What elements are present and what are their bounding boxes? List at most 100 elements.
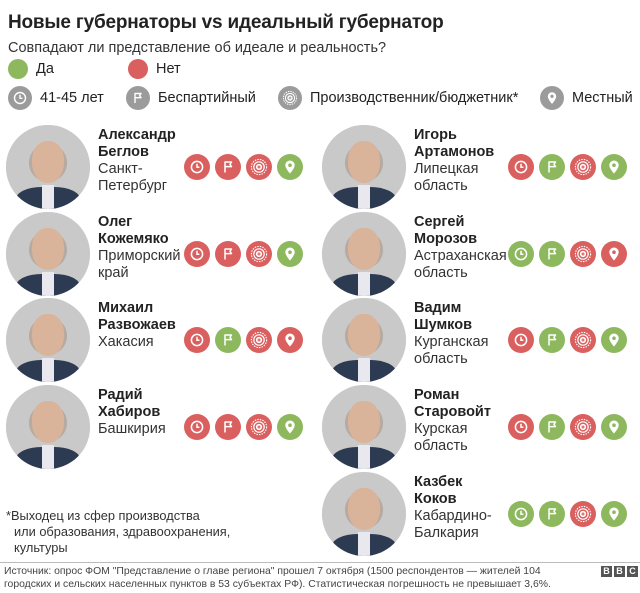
governor-last-name: Шумков xyxy=(414,316,473,333)
governor-photo xyxy=(6,298,90,382)
governor-card: Игорь Артамонов Липецкая область xyxy=(322,125,638,209)
location-pin-icon xyxy=(601,501,627,527)
legend-yes: Да xyxy=(8,59,128,79)
flag-icon xyxy=(215,241,241,267)
governor-last-name: Хабиров xyxy=(98,403,161,420)
logo-letter: B xyxy=(601,566,612,577)
divider xyxy=(0,562,640,563)
region-line: Балкария xyxy=(414,525,479,541)
legend-age: 41-45 лет xyxy=(8,86,126,110)
governor-first-name: Олег xyxy=(98,214,133,230)
region-line: Курганская xyxy=(414,334,489,350)
no-dot-icon xyxy=(128,59,148,79)
footnote-line: культуры xyxy=(14,540,68,555)
governor-last-name: Коков xyxy=(414,490,457,507)
governor-first-name: Игорь xyxy=(414,127,457,143)
location-pin-icon xyxy=(277,414,303,440)
governor-card: Вадим Шумков Курганская область xyxy=(322,298,638,382)
legend-production-label: Производственник/бюджетник* xyxy=(310,90,519,106)
governor-photo xyxy=(322,385,406,469)
governor-last-name: Беглов xyxy=(98,143,149,160)
location-pin-icon xyxy=(277,327,303,353)
flag-icon xyxy=(215,414,241,440)
region-line: Астраханская xyxy=(414,248,507,264)
flag-icon xyxy=(539,414,565,440)
region-line: область xyxy=(414,438,468,454)
governor-card: Александр Беглов Санкт- Петербург xyxy=(6,125,314,209)
page-title: Новые губернаторы vs идеальный губернато… xyxy=(8,12,444,33)
location-pin-icon xyxy=(601,327,627,353)
criteria-icons xyxy=(508,154,627,180)
governor-info: Вадим Шумков Курганская область xyxy=(414,300,509,368)
logo-letter: C xyxy=(627,566,638,577)
governor-first-name: Роман xyxy=(414,387,460,403)
legend-answers: Да Нет xyxy=(8,59,181,79)
clock-icon xyxy=(184,327,210,353)
governor-info: Радий Хабиров Башкирия xyxy=(98,387,193,438)
logo-letter: B xyxy=(614,566,625,577)
criteria-icons xyxy=(508,414,627,440)
source-note: Источник: опрос ФОМ "Представление о гла… xyxy=(4,566,551,590)
governor-card: Роман Старовойт Курская область xyxy=(322,385,638,469)
governor-first-name: Сергей xyxy=(414,214,465,230)
flag-icon xyxy=(126,86,150,110)
gear-plus-icon xyxy=(246,414,272,440)
criteria-icons xyxy=(508,327,627,353)
gear-plus-icon xyxy=(570,154,596,180)
legend-local-label: Местный xyxy=(572,90,633,106)
legend-age-label: 41-45 лет xyxy=(40,90,104,106)
gear-plus-icon xyxy=(246,154,272,180)
flag-icon xyxy=(539,327,565,353)
governor-last-name: Развожаев xyxy=(98,316,176,333)
governor-card: Казбек Коков Кабардино- Балкария xyxy=(322,472,638,556)
clock-icon xyxy=(508,241,534,267)
clock-icon xyxy=(184,154,210,180)
clock-icon xyxy=(508,327,534,353)
legend-no: Нет xyxy=(128,59,181,79)
governor-photo xyxy=(322,125,406,209)
governor-photo xyxy=(6,125,90,209)
governor-info: Игорь Артамонов Липецкая область xyxy=(414,127,509,195)
region-line: Башкирия xyxy=(98,421,166,437)
location-pin-icon xyxy=(277,154,303,180)
governor-region: Хакасия xyxy=(98,334,193,351)
governor-info: Сергей Морозов Астраханская область xyxy=(414,214,509,282)
legend-yes-label: Да xyxy=(36,61,54,77)
legend-nonparty: Беспартийный xyxy=(126,86,278,110)
legend-criteria: 41-45 лет Беспартийный Производственник/… xyxy=(8,86,633,110)
region-line: Курская xyxy=(414,421,468,437)
criteria-icons xyxy=(184,327,303,353)
governor-info: Михаил Развожаев Хакасия xyxy=(98,300,193,351)
governor-first-name: Вадим xyxy=(414,300,462,316)
region-line: край xyxy=(98,265,129,281)
criteria-icons xyxy=(184,414,303,440)
criteria-icons xyxy=(184,154,303,180)
region-line: Кабардино- xyxy=(414,508,492,524)
legend-production: Производственник/бюджетник* xyxy=(278,86,540,110)
governor-last-name: Кожемяко xyxy=(98,230,169,247)
flag-icon xyxy=(539,501,565,527)
clock-icon xyxy=(184,241,210,267)
governor-region: Липецкая область xyxy=(414,161,509,195)
page-subtitle: Совпадают ли представление об идеале и р… xyxy=(8,40,387,56)
location-pin-icon xyxy=(601,154,627,180)
flag-icon xyxy=(215,327,241,353)
flag-icon xyxy=(539,241,565,267)
legend-local: Местный xyxy=(540,86,633,110)
flag-icon xyxy=(215,154,241,180)
clock-icon xyxy=(508,154,534,180)
region-line: Хакасия xyxy=(98,334,154,350)
governor-photo xyxy=(322,212,406,296)
governor-info: Олег Кожемяко Приморский край xyxy=(98,214,193,282)
region-line: Петербург xyxy=(98,178,168,194)
location-pin-icon xyxy=(601,414,627,440)
region-line: область xyxy=(414,351,468,367)
footnote-line: *Выходец из сфер производства xyxy=(6,508,200,523)
governor-card: Сергей Морозов Астраханская область xyxy=(322,212,638,296)
governor-photo xyxy=(322,472,406,556)
footnote: *Выходец из сфер производства или образо… xyxy=(6,508,306,556)
gear-plus-icon xyxy=(570,327,596,353)
governor-info: Роман Старовойт Курская область xyxy=(414,387,509,455)
bbc-logo: B B C xyxy=(601,566,638,577)
gear-plus-icon xyxy=(278,86,302,110)
